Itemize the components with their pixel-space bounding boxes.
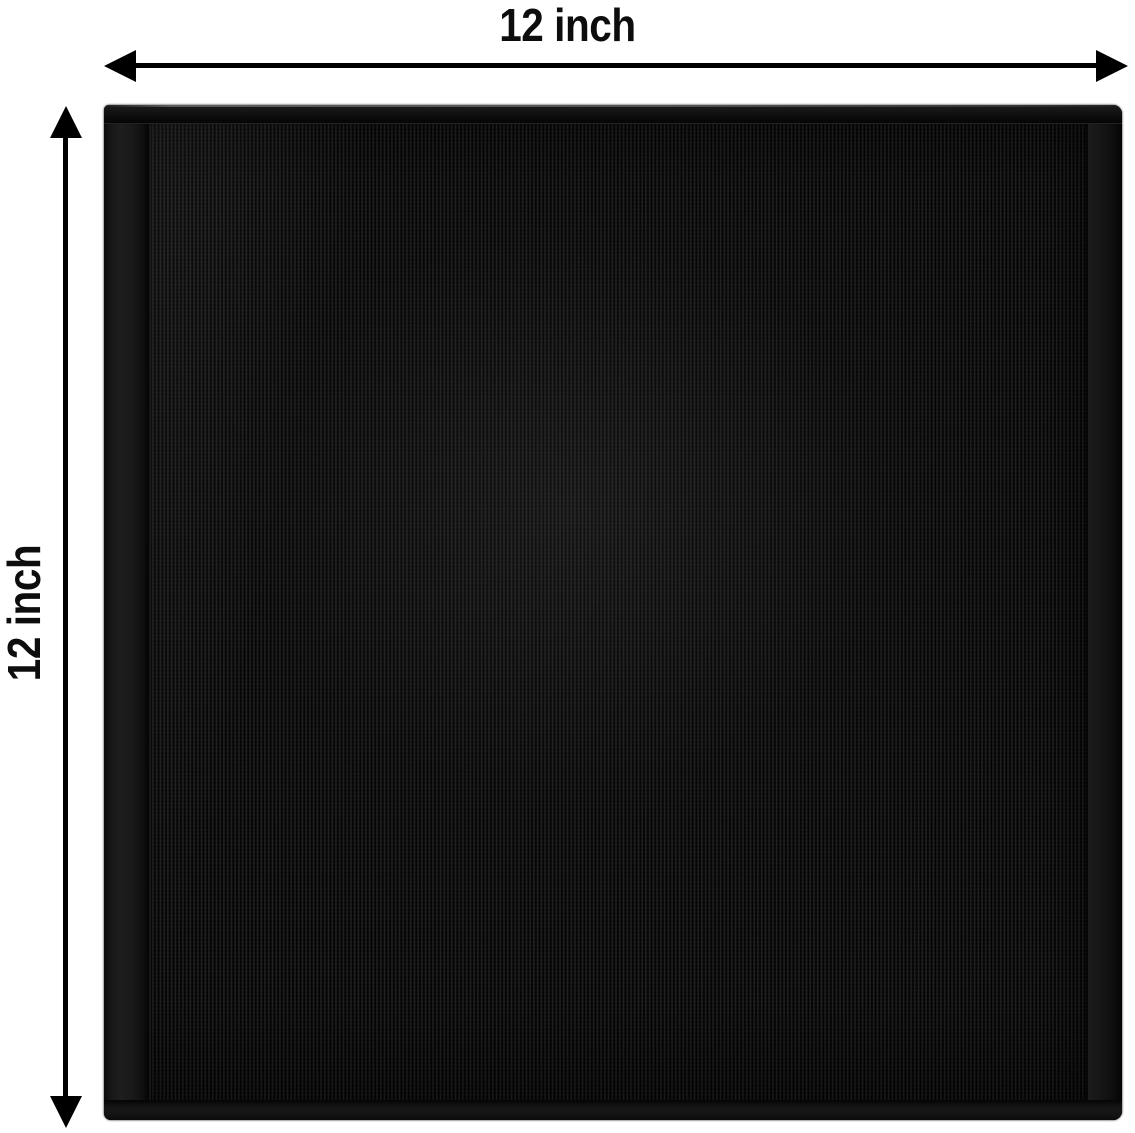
arrow-head-down-icon: [50, 1096, 82, 1128]
waffle-weave-texture: [104, 105, 1122, 1120]
arrow-shaft-horizontal: [134, 63, 1098, 68]
arrow-head-left-icon: [104, 50, 136, 82]
arrow-head-up-icon: [50, 106, 82, 138]
arrow-head-right-icon: [1096, 50, 1128, 82]
height-dimension-label: 12 inch: [0, 544, 50, 682]
arrow-shaft-vertical: [63, 136, 68, 1098]
product-image-waffle-towel: [104, 105, 1122, 1120]
width-dimension-label: 12 inch: [499, 0, 636, 51]
